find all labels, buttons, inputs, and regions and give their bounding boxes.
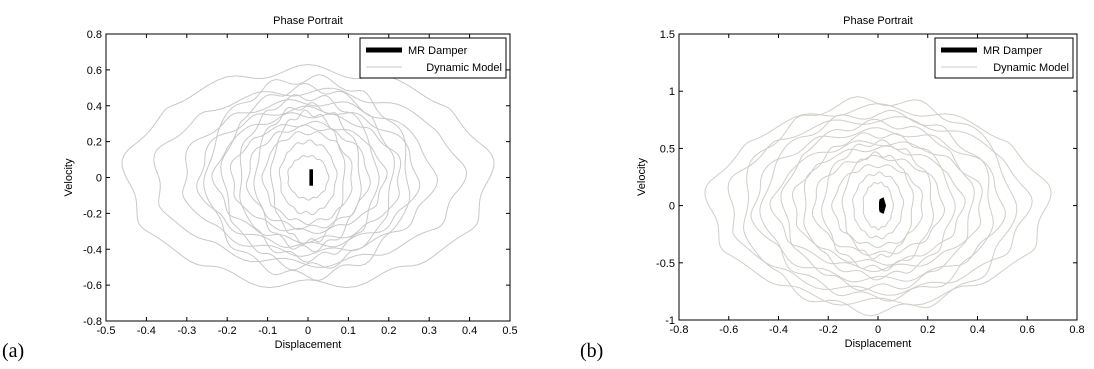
- plot-area: [704, 96, 1052, 317]
- y-tick-label: -0.4: [83, 244, 102, 256]
- x-tick-label: -0.6: [719, 324, 738, 336]
- x-tick-label: -0.2: [819, 324, 838, 336]
- x-tick-label: 0.4: [970, 324, 985, 336]
- legend-box: [934, 37, 1074, 79]
- x-tick-label: -0.4: [137, 325, 156, 337]
- x-axis-label: Displacement: [275, 339, 342, 351]
- legend-box: [359, 37, 507, 79]
- x-tick-label: 0.5: [502, 325, 517, 337]
- dynamic-model-loop: [278, 139, 338, 216]
- dynamic-model-loop: [821, 139, 935, 272]
- dynamic-model-loop: [253, 102, 362, 253]
- phase-portrait-chart-b: -0.8 -0.6 -0.4 -0.2 0 0.2 0.4 0.6 0.8 -1 -0.5 0 0.5 1…: [636, 15, 1085, 350]
- dynamic-model-loop: [759, 109, 994, 302]
- dynamic-model-loop: [245, 124, 371, 231]
- dynamic-model-loop: [780, 118, 975, 292]
- chart-title: Phase Portrait: [273, 15, 343, 27]
- dynamic-model-loop: [742, 96, 1018, 317]
- y-tick-label: 0.5: [660, 143, 675, 155]
- dynamic-model-loop: [230, 120, 388, 235]
- y-tick-label: -0.8: [83, 316, 102, 328]
- dynamic-model-loop: [153, 87, 468, 268]
- dynamic-model-loop: [704, 102, 1052, 306]
- x-tick-label: -0.3: [177, 325, 196, 337]
- x-tick-label: 0: [305, 325, 311, 337]
- phase-portrait-chart-a: -0.5 -0.4 -0.3 -0.2 -0.1 0 0.1 0.2 0.3 0.4 0.5 -0.8…: [63, 15, 518, 351]
- y-axis-label: Velocity: [63, 158, 75, 196]
- legend-label-dynamic-model: Dynamic Model: [993, 62, 1069, 74]
- x-tick-label: 0.6: [1020, 324, 1035, 336]
- dynamic-model-loop: [852, 171, 905, 240]
- panel-label-b: (b): [580, 340, 604, 362]
- legend-label-mr-damper: MR Damper: [983, 45, 1043, 57]
- y-tick-label: 1: [669, 86, 675, 98]
- y-tick-label: 0: [96, 173, 102, 185]
- x-tick-label: -0.1: [258, 325, 277, 337]
- dynamic-model-loop: [121, 63, 495, 289]
- mr-damper-trace: [879, 197, 887, 214]
- dynamic-model-loop: [811, 154, 946, 256]
- dynamic-model-loop: [239, 94, 380, 263]
- legend-label-mr-damper: MR Damper: [408, 45, 468, 57]
- y-tick-label: -0.6: [83, 280, 102, 292]
- x-tick-label: -0.2: [218, 325, 237, 337]
- legend-label-dynamic-model: Dynamic Model: [426, 62, 502, 74]
- dynamic-model-loop: [727, 116, 1033, 296]
- dynamic-model-loop: [862, 181, 894, 231]
- dynamic-model-loop: [831, 164, 923, 249]
- x-axis-label: Displacement: [845, 338, 912, 350]
- dynamic-model-loop: [261, 131, 353, 226]
- dynamic-model-loop: [792, 145, 966, 266]
- y-tick-label: -1: [665, 315, 675, 327]
- x-tick-label: 0.2: [920, 324, 935, 336]
- dynamic-model-loop: [196, 105, 421, 249]
- dynamic-model-loop: [270, 109, 346, 246]
- dynamic-model-loop: [203, 74, 411, 282]
- panel-label-a: (a): [2, 340, 25, 362]
- dynamic-model-loop: [750, 127, 1007, 283]
- y-tick-label: 0.4: [87, 101, 102, 113]
- x-tick-label: 0.4: [462, 325, 477, 337]
- x-tick-label: 0.2: [381, 325, 396, 337]
- x-tick-label: -0.8: [670, 324, 689, 336]
- x-tick-label: 0.1: [341, 325, 356, 337]
- dynamic-model-loop: [803, 132, 956, 281]
- y-tick-label: -0.2: [83, 208, 102, 220]
- y-tick-label: 0.6: [87, 65, 102, 77]
- mr-damper-trace: [309, 169, 313, 186]
- x-tick-label: 0.8: [1069, 324, 1084, 336]
- x-tick-label: 0.3: [422, 325, 437, 337]
- dynamic-model-loop: [769, 140, 983, 273]
- dynamic-model-loop: [220, 82, 395, 271]
- dynamic-model-loop: [287, 154, 330, 201]
- x-tick-label: -0.5: [97, 325, 116, 337]
- x-tick-label: 0: [875, 324, 881, 336]
- y-tick-label: 0: [669, 201, 675, 213]
- y-axis-label: Velocity: [636, 158, 648, 196]
- y-tick-label: -0.5: [656, 258, 675, 270]
- dynamic-model-loop: [211, 112, 402, 244]
- y-tick-label: 0.8: [87, 29, 102, 41]
- x-tick-label: -0.4: [769, 324, 788, 336]
- chart-title: Phase Portrait: [843, 15, 913, 27]
- dynamic-model-loop: [841, 151, 914, 260]
- y-tick-label: 1.5: [660, 29, 675, 41]
- dynamic-model-loop: [182, 98, 438, 257]
- y-tick-label: 0.2: [87, 137, 102, 149]
- plot-area: [121, 63, 495, 289]
